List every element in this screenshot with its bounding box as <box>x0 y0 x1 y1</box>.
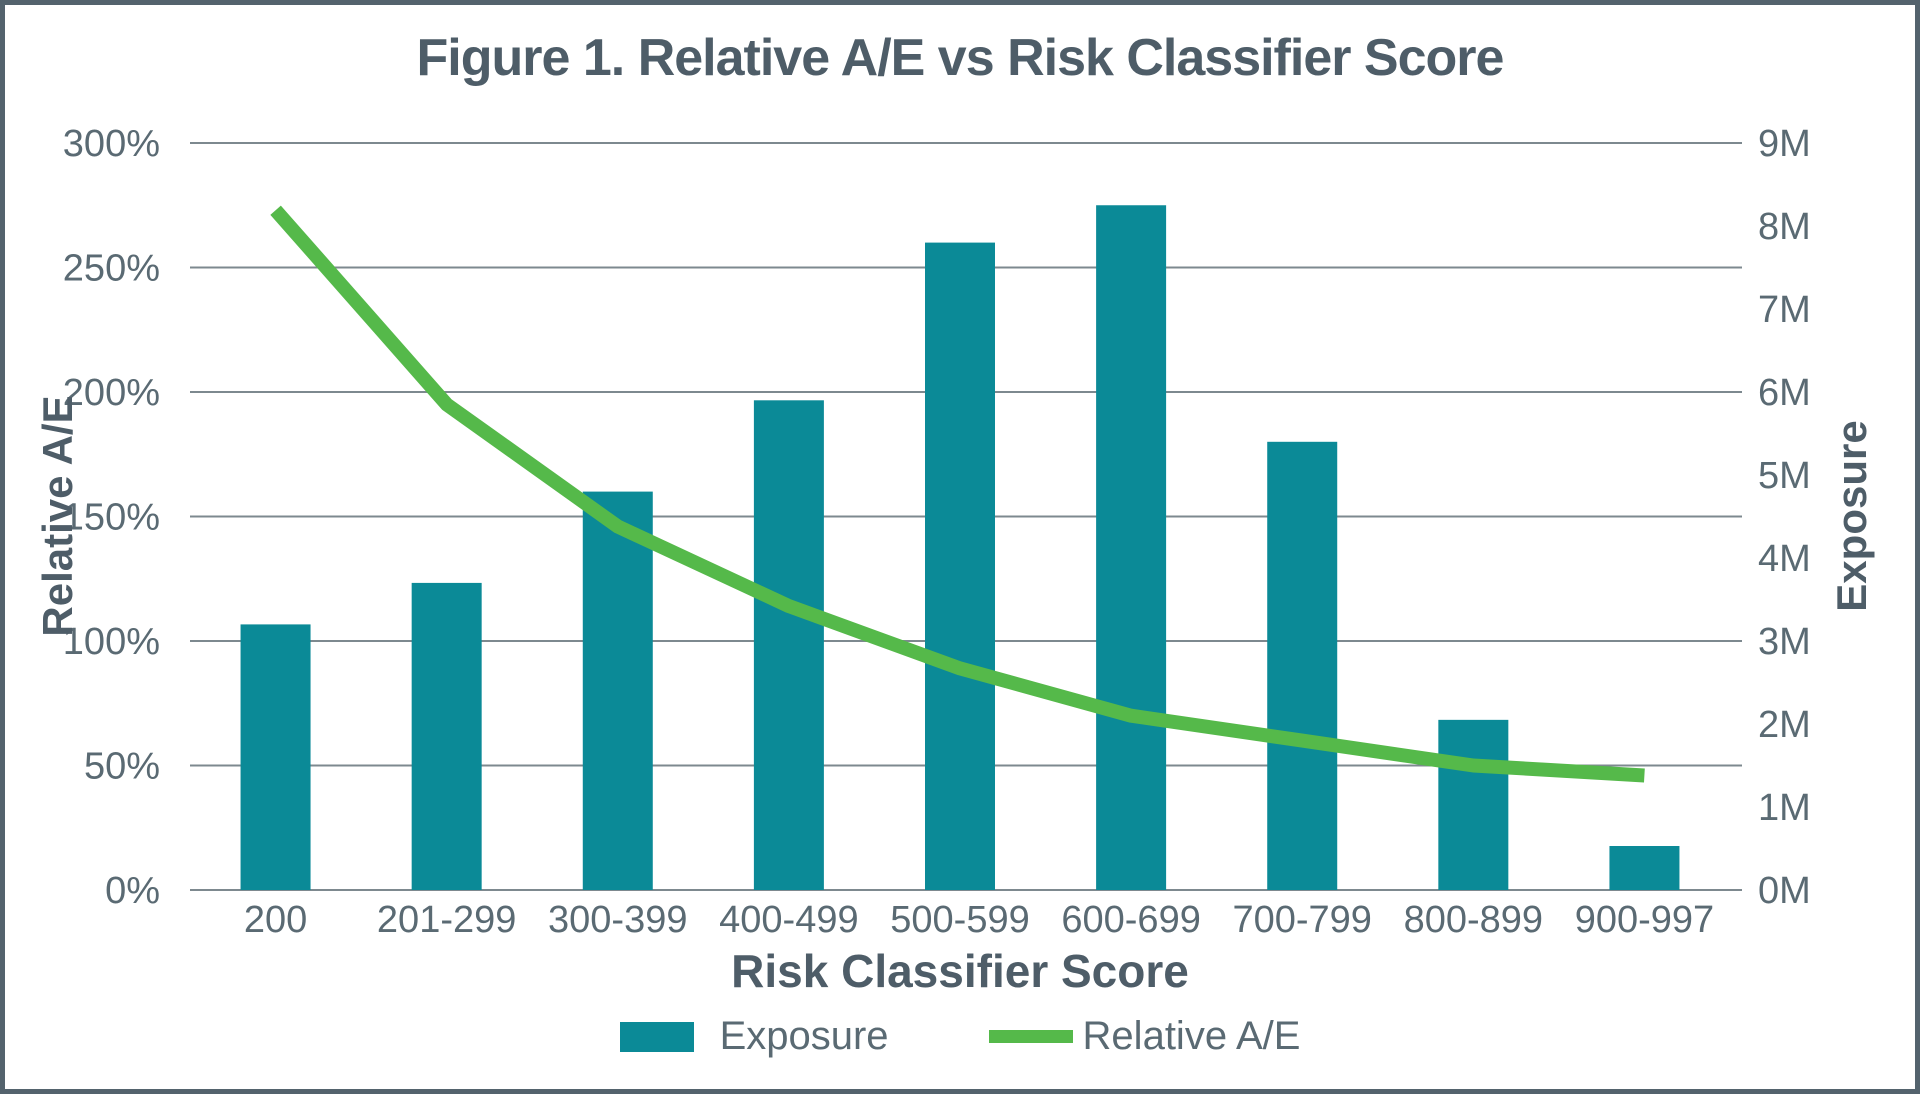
y-right-tick-label: 4M <box>1758 538 1811 580</box>
x-category-label: 700-799 <box>1232 899 1371 941</box>
x-category-label: 201-299 <box>377 899 516 941</box>
y-left-tick-label: 50% <box>84 746 160 788</box>
y-right-tick-label: 5M <box>1758 455 1811 497</box>
exposure-bar <box>240 624 311 890</box>
y-left-tick-label: 300% <box>63 123 160 165</box>
y-left-tick-label: 150% <box>63 497 160 539</box>
y-right-tick-label: 1M <box>1758 787 1811 829</box>
y-right-tick-label: 9M <box>1758 123 1811 165</box>
x-category-label: 400-499 <box>719 899 858 941</box>
exposure-bar <box>1267 441 1338 890</box>
exposure-bar <box>411 582 482 890</box>
y-left-axis-title: Relative A/E <box>34 395 81 637</box>
chart-title: Figure 1. Relative A/E vs Risk Classifie… <box>416 29 1505 87</box>
y-right-tick-label: 2M <box>1758 704 1811 746</box>
y-right-tick-label: 7M <box>1758 289 1811 331</box>
y-right-tick-label: 3M <box>1758 621 1811 663</box>
exposure-bar <box>1438 719 1509 890</box>
exposure-swatch-icon <box>619 1021 694 1052</box>
exposure-bar <box>925 242 995 891</box>
legend-label-exposure: Exposure <box>719 1014 889 1058</box>
y-left-tick-label: 0% <box>105 870 160 912</box>
legend-label-relative-ae: Relative A/E <box>1082 1014 1301 1058</box>
y-left-tick-label: 250% <box>63 248 160 290</box>
x-axis-title: Risk Classifier Score <box>731 945 1189 997</box>
exposure-bar <box>1096 205 1167 890</box>
y-right-axis-title: Exposure <box>1828 420 1875 612</box>
x-category-label: 300-399 <box>548 899 687 941</box>
legend: Exposure Relative A/E <box>0 1014 1920 1059</box>
x-category-label: 500-599 <box>890 899 1029 941</box>
relative-ae-line <box>270 205 1645 783</box>
legend-item-relative-ae: Relative A/E <box>988 1014 1301 1059</box>
y-right-tick-label: 6M <box>1758 372 1811 414</box>
y-left-tick-label: 200% <box>63 372 160 414</box>
relative-ae-line-swatch-icon <box>988 1030 1073 1043</box>
x-category-label: 800-899 <box>1404 899 1543 941</box>
y-left-tick-label: 100% <box>63 621 160 663</box>
x-category-label: 600-699 <box>1061 899 1200 941</box>
y-right-tick-label: 8M <box>1758 206 1811 248</box>
x-category-label: 200 <box>244 899 307 941</box>
exposure-bar <box>582 491 653 890</box>
exposure-bar <box>753 400 824 890</box>
y-right-tick-label: 0M <box>1758 870 1811 912</box>
exposure-bar <box>1609 846 1680 890</box>
legend-item-exposure: Exposure <box>619 1014 889 1059</box>
x-category-label: 900-997 <box>1575 899 1714 941</box>
